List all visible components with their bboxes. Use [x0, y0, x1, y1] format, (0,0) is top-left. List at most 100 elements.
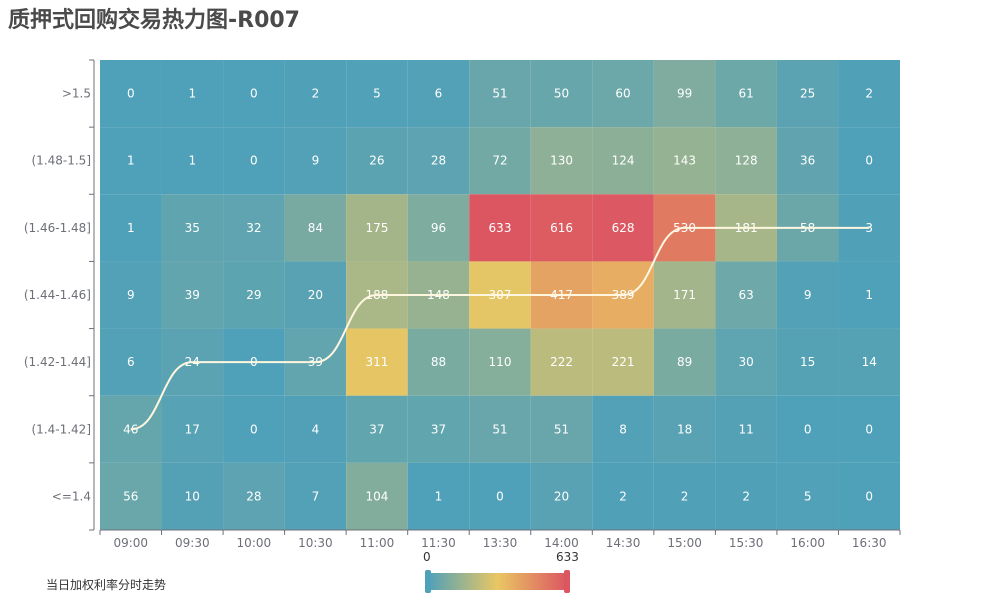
cell-value-label: 5: [373, 87, 381, 101]
cell-value-label: 0: [865, 154, 873, 168]
heatmap-cell[interactable]: [776, 261, 839, 329]
heatmap-cell[interactable]: [407, 127, 470, 195]
heatmap-cell[interactable]: [715, 261, 777, 329]
heatmap-cell[interactable]: [284, 261, 347, 329]
visual-map-max-label: 633: [556, 550, 579, 564]
heatmap-cell[interactable]: [223, 127, 285, 195]
heatmap-cell[interactable]: [223, 462, 285, 530]
heatmap-cell[interactable]: [161, 127, 224, 195]
heatmap-cell[interactable]: [653, 395, 716, 463]
heatmap-cell[interactable]: [838, 127, 900, 195]
heatmap-cell[interactable]: [223, 395, 285, 463]
heatmap-cell[interactable]: [284, 127, 347, 195]
heatmap-cell[interactable]: [346, 194, 408, 262]
heatmap-cell[interactable]: [407, 194, 470, 262]
trend-legend-label[interactable]: 当日加权利率分时走势: [46, 578, 167, 592]
heatmap-cell[interactable]: [776, 462, 839, 530]
heatmap-cell[interactable]: [284, 60, 347, 128]
x-tick-label: 09:00: [113, 536, 148, 550]
heatmap-cell[interactable]: [715, 395, 777, 463]
heatmap-cell[interactable]: [592, 462, 654, 530]
heatmap-cell[interactable]: [407, 395, 470, 463]
heatmap-cell[interactable]: [407, 60, 470, 128]
heatmap-cell[interactable]: [223, 60, 285, 128]
cell-value-label: 51: [492, 422, 507, 436]
heatmap-cell[interactable]: [161, 462, 224, 530]
y-tick-label: (1.46-1.48]: [24, 221, 91, 235]
heatmap-cell[interactable]: [838, 462, 900, 530]
heatmap-cell[interactable]: [469, 194, 531, 262]
heatmap-cell[interactable]: [469, 395, 531, 463]
heatmap-cell[interactable]: [469, 127, 531, 195]
heatmap-cell[interactable]: [838, 395, 900, 463]
heatmap-cell[interactable]: [592, 194, 654, 262]
cell-value-label: 72: [492, 154, 507, 168]
heatmap-cell[interactable]: [592, 395, 654, 463]
heatmap-cell[interactable]: [715, 60, 777, 128]
heatmap-cell[interactable]: [592, 127, 654, 195]
heatmap-cell[interactable]: [530, 60, 593, 128]
heatmap-cell[interactable]: [161, 261, 224, 329]
heatmap-cell[interactable]: [776, 60, 839, 128]
heatmap-cell[interactable]: [530, 127, 593, 195]
heatmap-cell[interactable]: [653, 60, 716, 128]
cell-value-label: 222: [550, 355, 573, 369]
heatmap-cell[interactable]: [592, 60, 654, 128]
heatmap-cell[interactable]: [407, 328, 470, 396]
cell-value-label: 84: [308, 221, 323, 235]
heatmap-cell[interactable]: [161, 194, 224, 262]
heatmap-cell[interactable]: [223, 261, 285, 329]
heatmap-cell[interactable]: [100, 462, 162, 530]
heatmap-cell[interactable]: [346, 328, 408, 396]
heatmap-cell[interactable]: [223, 194, 285, 262]
heatmap-cell[interactable]: [838, 328, 900, 396]
heatmap-cell[interactable]: [284, 194, 347, 262]
heatmap-cell[interactable]: [100, 261, 162, 329]
visual-map-min-handle[interactable]: [425, 570, 431, 593]
heatmap-cell[interactable]: [530, 328, 593, 396]
heatmap-cell[interactable]: [715, 328, 777, 396]
heatmap-cell[interactable]: [100, 60, 162, 128]
heatmap-cell[interactable]: [653, 261, 716, 329]
heatmap-cell[interactable]: [161, 395, 224, 463]
heatmap-cell[interactable]: [346, 127, 408, 195]
visual-map-max-handle[interactable]: [564, 570, 570, 593]
heatmap-cell[interactable]: [653, 328, 716, 396]
heatmap-cell[interactable]: [469, 328, 531, 396]
heatmap-cell[interactable]: [100, 194, 162, 262]
heatmap-cell[interactable]: [161, 60, 224, 128]
heatmap-cell[interactable]: [838, 60, 900, 128]
cell-value-label: 20: [308, 288, 323, 302]
heatmap-cell[interactable]: [346, 395, 408, 463]
heatmap-cell[interactable]: [592, 328, 654, 396]
heatmap-cell[interactable]: [100, 328, 162, 396]
cell-value-label: 616: [550, 221, 573, 235]
heatmap-cell[interactable]: [284, 462, 347, 530]
heatmap-cell[interactable]: [653, 462, 716, 530]
x-tick-label: 11:30: [421, 536, 456, 550]
cell-value-label: 88: [431, 355, 446, 369]
heatmap-cell[interactable]: [715, 127, 777, 195]
heatmap-cell[interactable]: [346, 462, 408, 530]
heatmap-cell[interactable]: [530, 462, 593, 530]
heatmap-cell[interactable]: [715, 462, 777, 530]
heatmap-cell[interactable]: [469, 462, 531, 530]
heatmap-cell[interactable]: [284, 395, 347, 463]
heatmap-cell[interactable]: [407, 462, 470, 530]
cell-value-label: 89: [677, 355, 692, 369]
cell-value-label: 26: [369, 154, 384, 168]
x-tick-label: 10:00: [237, 536, 272, 550]
heatmap-cell[interactable]: [346, 60, 408, 128]
heatmap-cell[interactable]: [838, 261, 900, 329]
heatmap-cell[interactable]: [530, 395, 593, 463]
cell-value-label: 0: [250, 422, 258, 436]
y-tick-label: (1.48-1.5]: [32, 154, 92, 168]
heatmap-cell[interactable]: [530, 194, 593, 262]
heatmap-cell[interactable]: [469, 60, 531, 128]
heatmap-cell[interactable]: [776, 127, 839, 195]
heatmap-cell[interactable]: [100, 127, 162, 195]
heatmap-cell[interactable]: [776, 328, 839, 396]
heatmap-cell[interactable]: [653, 127, 716, 195]
visual-map-gradient-bar: [428, 573, 567, 590]
heatmap-cell[interactable]: [776, 395, 839, 463]
